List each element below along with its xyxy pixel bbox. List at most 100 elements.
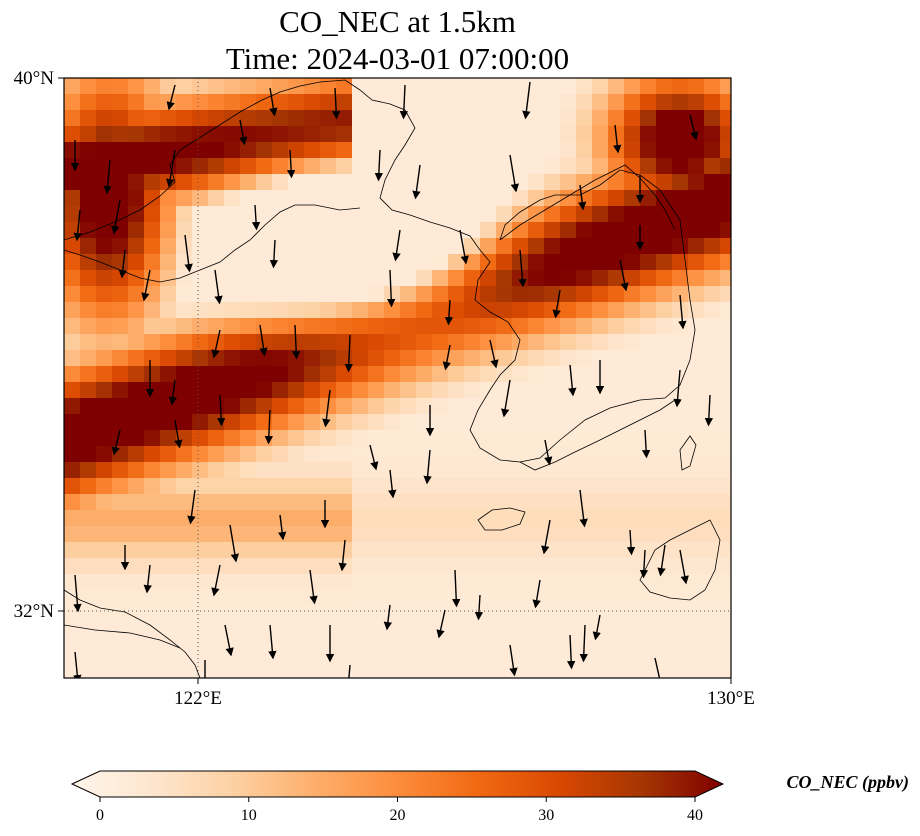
wind-arrow [73,574,82,613]
field-cell [160,606,177,623]
field-cell [448,126,465,143]
field-cell [320,270,337,287]
field-cell [416,510,433,527]
field-cell [576,142,593,159]
field-cell [160,142,177,159]
field-cell [192,622,209,639]
field-cell [240,334,257,351]
field-cell [240,574,257,591]
field-cell [608,78,625,95]
field-cell [368,318,385,335]
field-cell [80,574,97,591]
field-cell [144,430,161,447]
map-title-line2: Time: 2024-03-01 07:00:00 [225,41,570,76]
field-cell [544,158,561,175]
field-cell [640,542,657,559]
field-cell [176,126,193,143]
field-cell [528,94,545,111]
field-cell [704,190,721,207]
wind-arrow [211,564,221,597]
field-cell [144,126,161,143]
field-cell [320,142,337,159]
field-cell [464,382,481,399]
field-cell [336,446,353,463]
field-cell [528,270,545,287]
field-cell [416,110,433,127]
field-cell [272,126,289,143]
field-cell [384,94,401,111]
field-cell [128,638,145,655]
field-cell [208,302,225,319]
field-cell [496,318,513,335]
field-cell [64,382,81,399]
field-cell [624,190,641,207]
field-cell [96,94,113,111]
field-cell [176,558,193,575]
wind-arrow [444,299,454,326]
field-cell [432,158,449,175]
field-cell [368,286,385,303]
field-cell [176,350,193,367]
field-cell [256,254,273,271]
wind-arrow [309,569,318,605]
field-cell [400,542,417,559]
field-cell [448,350,465,367]
field-cell [384,78,401,95]
field-cell [688,590,705,607]
field-cell [560,478,577,495]
field-cell [80,590,97,607]
field-cell [688,158,705,175]
field-cell [256,366,273,383]
field-cell [592,94,609,111]
field-cell [160,78,177,95]
field-cell [64,494,81,511]
field-cell [80,254,97,271]
field-cell [704,350,721,367]
wind-arrow [459,229,469,265]
field-cell [368,142,385,159]
field-cell [144,270,161,287]
field-cell [416,670,433,678]
field-cell [480,78,497,95]
field-cell [224,414,241,431]
field-cell [624,254,641,271]
field-cell [528,414,545,431]
field-cell [80,190,97,207]
field-cell [720,94,731,111]
field-cell [288,238,305,255]
field-cell [160,318,177,335]
field-cell [640,110,657,127]
field-cell [512,334,529,351]
field-cell [112,206,129,223]
field-cell [304,526,321,543]
field-cell [496,574,513,591]
field-cell [320,94,337,111]
field-cell [176,446,193,463]
field-cell [160,398,177,415]
field-cell [304,622,321,639]
field-cell [704,638,721,655]
field-cell [400,526,417,543]
field-cell [208,366,225,383]
field-cell [432,318,449,335]
field-cell [416,526,433,543]
field-cell [288,94,305,111]
field-cell [144,670,161,678]
field-cell [704,366,721,383]
field-cell [96,142,113,159]
field-cell [160,478,177,495]
field-cell [448,670,465,678]
field-cell [256,302,273,319]
field-cell [96,78,113,95]
field-cell [192,590,209,607]
field-cell [288,654,305,671]
wind-arrow [436,609,446,639]
field-cell [384,558,401,575]
field-cell [656,398,673,415]
field-cell [288,286,305,303]
field-cell [688,190,705,207]
field-cell [240,398,257,415]
field-cell [480,558,497,575]
field-cell [560,622,577,639]
field-cell [224,158,241,175]
